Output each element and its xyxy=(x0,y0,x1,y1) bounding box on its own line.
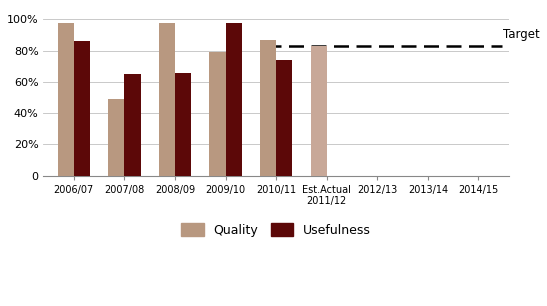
Bar xyxy=(108,99,124,176)
Legend: Quality, Usefulness: Quality, Usefulness xyxy=(177,219,375,241)
Bar xyxy=(175,73,191,176)
Bar xyxy=(210,52,225,176)
Bar xyxy=(225,23,242,176)
Bar xyxy=(74,41,90,176)
Bar xyxy=(124,74,141,176)
Bar xyxy=(57,23,74,176)
Bar xyxy=(311,46,327,176)
Bar xyxy=(276,60,292,176)
Text: Target: Target xyxy=(503,28,539,41)
Bar xyxy=(159,23,175,176)
Bar xyxy=(260,40,276,176)
